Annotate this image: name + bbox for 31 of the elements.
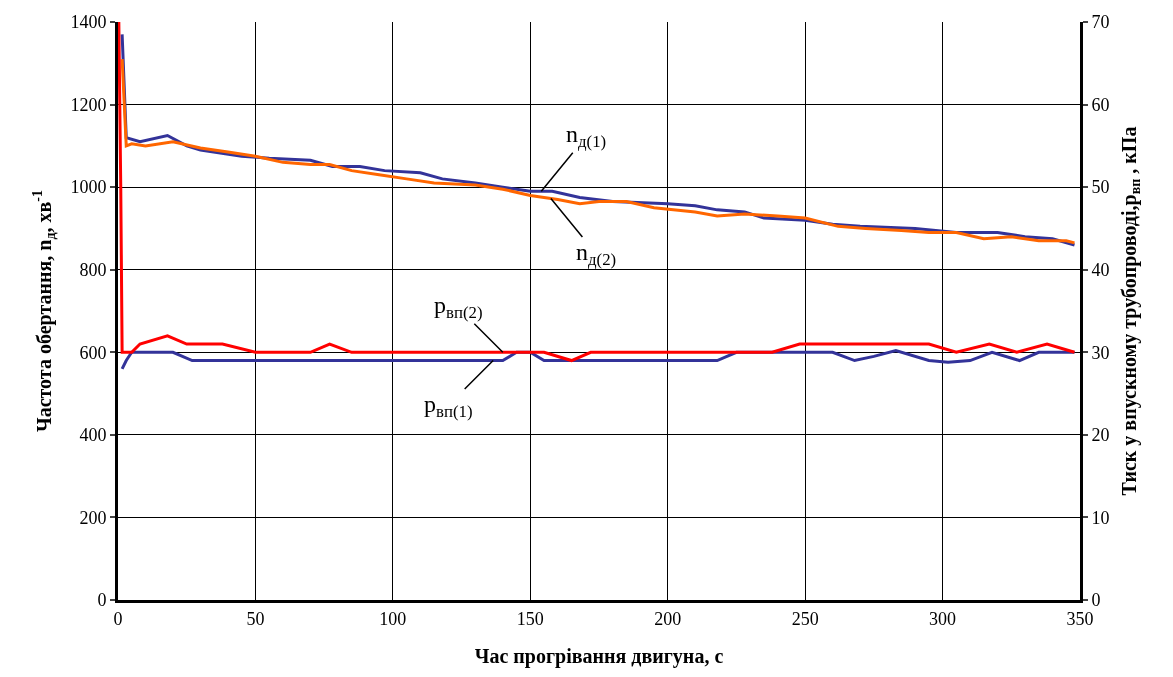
x-tick-label: 300 (929, 608, 957, 629)
y-tick-label: 0 (97, 590, 107, 611)
y2-tick-label: 20 (1091, 425, 1110, 446)
y-tick-label: 1200 (70, 94, 107, 115)
y-tick-label: 400 (79, 425, 107, 446)
x-tick-label: 0 (113, 608, 123, 629)
x-tick-label: 350 (1066, 608, 1094, 629)
y2-tick-label: 40 (1091, 260, 1110, 281)
y2-tick-label: 10 (1091, 507, 1110, 528)
y2-tick-label: 0 (1091, 590, 1101, 611)
y2-tick-label: 70 (1091, 12, 1110, 33)
series-label: p$_{вп(2)}$ (434, 292, 483, 323)
y2-tick-label: 60 (1091, 94, 1110, 115)
y2-tick-label: 50 (1091, 177, 1110, 198)
x-tick-label: 250 (791, 608, 819, 629)
x-axis-title: Час прогрівання двигуна, с (474, 645, 724, 669)
x-tick-label: 50 (246, 608, 265, 629)
x-tick-label: 200 (654, 608, 682, 629)
series-label: p$_{вп(1)}$ (424, 391, 473, 422)
line-series (120, 349, 1076, 371)
series-label: n$_{д(1)}$ (566, 121, 607, 152)
x-tick-label: 150 (516, 608, 544, 629)
y-tick-label: 1400 (70, 12, 107, 33)
y-tick-label: 600 (79, 342, 107, 363)
line-series (118, 22, 1076, 363)
x-tick-label: 100 (379, 608, 407, 629)
series-label: n$_{д(2)}$ (576, 239, 617, 270)
y2-tick-label: 30 (1091, 342, 1110, 363)
y-tick-label: 200 (79, 507, 107, 528)
y-tick-label: 800 (79, 260, 107, 281)
y-tick-label: 1000 (70, 177, 107, 198)
